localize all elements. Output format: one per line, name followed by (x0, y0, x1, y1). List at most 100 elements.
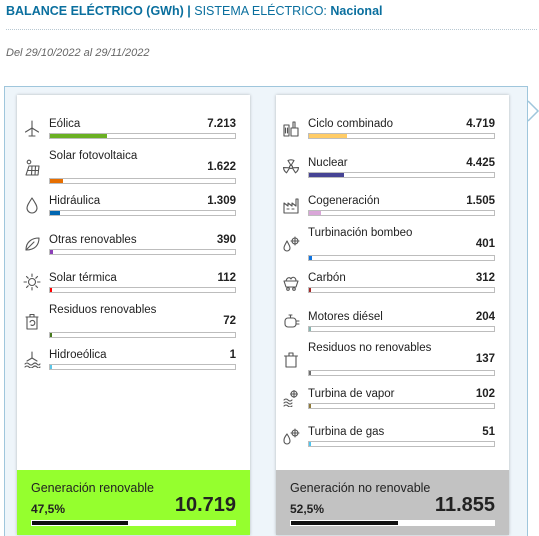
sun-icon (23, 273, 41, 291)
header-divider (6, 29, 537, 30)
source-label: Turbinación bombeo (308, 226, 413, 239)
source-value: 1.622 (207, 160, 236, 173)
source-row-turbina-de-vapor[interactable]: Turbina de vapor 102 (276, 383, 509, 421)
source-value: 7.213 (207, 118, 236, 130)
source-bar (308, 133, 495, 139)
nonrenewable-total-bar-fill (291, 521, 398, 525)
header-system-label: SISTEMA ELÉCTRICO: (194, 4, 327, 18)
source-bar (49, 177, 236, 184)
nonrenewable-total-value: 11.855 (434, 494, 495, 516)
source-row-turbina-de-gas[interactable]: Turbina de gas 51 (276, 421, 509, 459)
source-bar-fill (309, 326, 311, 331)
source-bar (49, 287, 236, 293)
source-label: Hidroeólica (49, 349, 107, 361)
chevron-right-icon[interactable] (526, 100, 539, 122)
source-label: Otras renovables (49, 233, 137, 246)
coal-cart-icon (282, 273, 300, 291)
nonrenewable-total-percent: 52,5% (290, 502, 325, 516)
source-bar (308, 171, 495, 178)
header-title: BALANCE ELÉCTRICO (GWh) (6, 4, 184, 18)
source-row-cogeneracion[interactable]: Cogeneración 1.505 (276, 190, 509, 228)
source-bar (308, 370, 495, 376)
source-row-ciclo-combinado[interactable]: Ciclo combinado 4.719 (276, 113, 509, 151)
source-bar-fill (50, 134, 108, 138)
recycle-bin-icon (23, 312, 41, 330)
source-label: Residuos renovables (49, 303, 157, 316)
source-label: Residuos no renovables (308, 342, 432, 354)
source-value: 4.719 (466, 118, 495, 130)
source-bar (49, 133, 236, 139)
source-row-residuos-no-renovables[interactable]: Residuos no renovables 137 (276, 342, 509, 382)
source-bar-fill (50, 211, 61, 215)
factory-icon (282, 196, 300, 214)
nonrenewable-total: Generación no renovable 52,5% 11.855 (276, 470, 509, 535)
renewable-card: Eólica 7.213 Solar fotovoltaica 1.622 Hidráu… (17, 95, 250, 535)
source-label: Turbina de vapor (308, 387, 395, 400)
source-value: 102 (475, 387, 495, 400)
nuclear-icon (282, 158, 300, 176)
source-bar-fill (309, 255, 313, 260)
source-value: 72 (223, 314, 236, 327)
source-label: Ciclo combinado (308, 118, 394, 130)
source-value: 204 (475, 310, 495, 323)
source-bar-fill (309, 442, 311, 446)
source-value: 112 (217, 272, 236, 284)
source-bar (49, 331, 236, 338)
source-row-solar-termica[interactable]: Solar térmica 112 (17, 267, 250, 305)
source-bar-fill (50, 178, 63, 183)
source-row-carbon[interactable]: Carbón 312 (276, 267, 509, 305)
source-value: 1 (229, 349, 236, 361)
source-bar-fill (50, 249, 54, 254)
wind-turbine-icon (23, 119, 41, 137)
nonrenewable-total-bar (290, 520, 495, 526)
header-system-value[interactable]: Nacional (330, 4, 383, 18)
source-value: 312 (475, 272, 495, 284)
source-row-hidraulica[interactable]: Hidráulica 1.309 (17, 190, 250, 228)
source-row-residuos-renovables[interactable]: Residuos renovables 72 (17, 303, 250, 344)
source-label: Motores diésel (308, 310, 383, 323)
source-bar-fill (309, 371, 311, 375)
source-bar (308, 287, 495, 293)
source-row-otras-renovables[interactable]: Otras renovables 390 (17, 229, 250, 267)
source-label: Eólica (49, 118, 81, 130)
source-label: Solar fotovoltaica (49, 149, 138, 162)
source-label: Carbón (308, 272, 346, 284)
renewable-total-percent: 47,5% (31, 502, 66, 516)
source-bar-fill (309, 403, 311, 408)
source-label: Nuclear (308, 156, 348, 169)
source-label: Cogeneración (308, 195, 380, 207)
source-bar-fill (309, 288, 312, 292)
source-row-solar-fotovoltaica[interactable]: Solar fotovoltaica 1.622 (17, 149, 250, 190)
hydro-wind-icon (23, 350, 41, 369)
pump-turbine-icon (282, 235, 300, 253)
nonrenewable-card: Ciclo combinado 4.719 Nuclear 4.425 Cogenera… (276, 95, 509, 535)
date-range: Del 29/10/2022 al 29/11/2022 (6, 47, 150, 59)
renewable-total-bar (31, 520, 236, 526)
source-value: 4.425 (466, 156, 495, 169)
renewable-total-value: 10.719 (174, 494, 236, 516)
source-bar-fill (50, 332, 52, 337)
diesel-engine-icon (282, 312, 300, 330)
renewable-total-bar-fill (32, 521, 129, 525)
gas-turbine-icon (282, 427, 300, 445)
source-value: 390 (216, 233, 236, 246)
source-bar (308, 254, 495, 261)
source-value: 401 (475, 237, 495, 250)
source-value: 51 (482, 426, 495, 438)
source-row-turbinacion-bombeo[interactable]: Turbinación bombeo 401 (276, 226, 509, 267)
page-header: BALANCE ELÉCTRICO (GWh) | SISTEMA ELÉCTR… (6, 4, 383, 18)
source-label: Solar térmica (49, 272, 117, 284)
source-row-motores-diesel[interactable]: Motores diésel 204 (276, 306, 509, 344)
water-drop-icon (23, 196, 41, 214)
solar-panel-icon (23, 158, 41, 176)
source-row-nuclear[interactable]: Nuclear 4.425 (276, 152, 509, 190)
nonrenewable-total-label: Generación no renovable (290, 481, 431, 495)
renewable-total-label: Generación renovable (31, 481, 154, 495)
source-row-eolica[interactable]: Eólica 7.213 (17, 113, 250, 151)
source-bar (49, 248, 236, 255)
source-bar (308, 441, 495, 447)
source-bar-fill (309, 211, 321, 215)
source-row-hidroeolica[interactable]: Hidroeólica 1 (17, 344, 250, 382)
header-separator: | (187, 4, 191, 18)
source-bar-fill (309, 134, 347, 138)
